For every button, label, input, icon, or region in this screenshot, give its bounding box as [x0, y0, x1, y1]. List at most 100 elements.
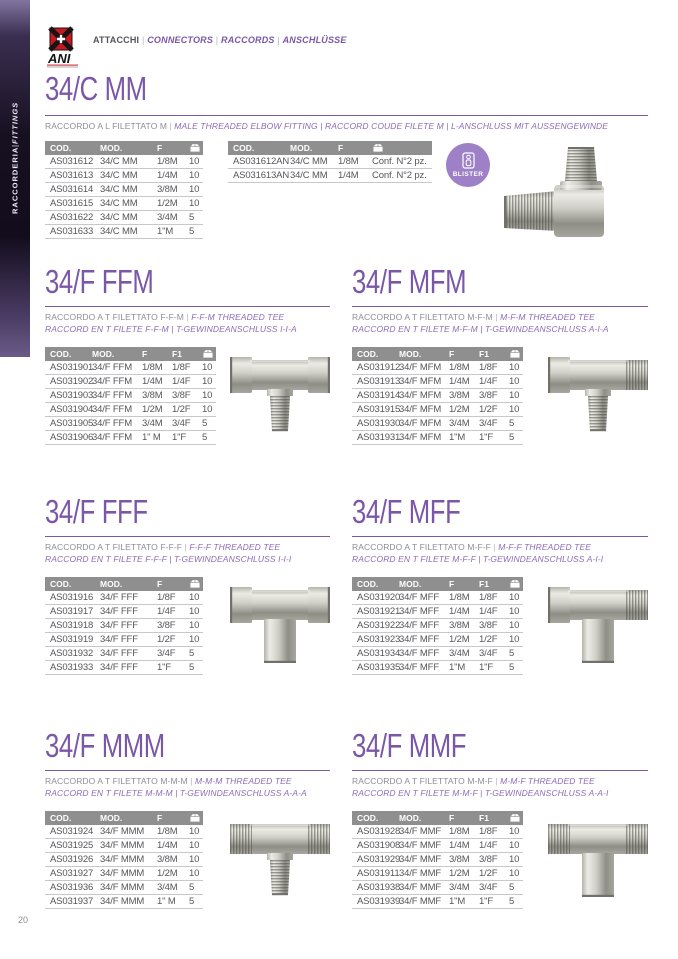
table-row: AS031929 34/F MMF 3/8M 3/8F 10	[352, 853, 523, 867]
table-cell: 10	[189, 156, 200, 167]
section-description-line1: RACCORDO A T FILETTATO F-F-M | F-F-M THR…	[45, 311, 330, 323]
table-header-row: COD. MOD. F F1	[352, 811, 523, 825]
table-cell: AS031633	[50, 226, 94, 237]
table-row: AS031932 34/F FFF 3/4F 5	[45, 647, 203, 661]
table-cell: 1/8M	[449, 592, 470, 603]
table-image-row: COD. MOD. F F1 AS031912 34/F MFM 1/8M 1/8F 10 AS0…	[352, 347, 648, 445]
table-cell: 10	[202, 404, 213, 415]
table-cell: AS031902	[50, 376, 94, 387]
col-header: COD.	[50, 143, 72, 153]
table-cell: AS031612AN	[233, 156, 290, 167]
table-cell: 3/8M	[449, 390, 470, 401]
desc-italic: F-F-F THREADED TEE	[189, 542, 281, 552]
col-header: MOD.	[100, 143, 123, 153]
table-cell: 10	[189, 620, 200, 631]
table-cell: 10	[509, 840, 520, 851]
separator: |	[187, 776, 195, 786]
table-cell: 1/4M	[449, 376, 470, 387]
table-cell: 34/F MFM	[399, 432, 442, 443]
table-cell: 1/8F	[479, 362, 498, 373]
col-header: F	[449, 349, 455, 359]
separator: |	[274, 35, 283, 45]
table-row: AS031614 34/C MM 3/8M 10	[45, 183, 203, 197]
table-cell: 3/8F	[157, 620, 176, 631]
table-cell: 1/8F	[479, 826, 498, 837]
table-cell: 1/4M	[449, 840, 470, 851]
table-cell: 34/F MMF	[399, 882, 442, 893]
table-row: AS031613AN 34/C MM 1/4M Conf. N°2 pz.	[228, 169, 432, 183]
table-header-row: COD. MOD. F F1	[352, 347, 523, 361]
col-header: F	[157, 813, 163, 823]
desc-plain: RACCORDO A L FILETTATO M	[45, 121, 168, 131]
package-icon	[203, 350, 213, 358]
table-cell: 1/4M	[142, 376, 163, 387]
table-cell: AS031916	[50, 592, 94, 603]
col-header: COD.	[50, 579, 72, 589]
desc-plain: RACCORDO A T FILETTATO M-F-F	[352, 542, 491, 552]
section-title: 34/F MFM	[352, 263, 467, 300]
table-cell: 1/8F	[172, 362, 191, 373]
table-cell: 3/4M	[157, 882, 178, 893]
section-description-line1: RACCORDO A T FILETTATO M-F-M | M-F-M THR…	[352, 311, 648, 323]
section-description-line1: RACCORDO A T FILETTATO F-F-F | F-F-F THR…	[45, 541, 330, 553]
desc-plain: RACCORDO A T FILETTATO F-F-M	[45, 312, 184, 322]
desc-italic: F-F-M THREADED TEE	[191, 312, 285, 322]
col-header: F1	[479, 813, 489, 823]
col-header: F	[157, 143, 163, 153]
table-cell: AS031927	[50, 868, 94, 879]
table-cell: 10	[202, 376, 213, 387]
col-header: MOD.	[399, 349, 422, 359]
separator: |	[10, 143, 20, 148]
table-cell: 10	[509, 376, 520, 387]
table-row: AS031939 34/F MMF 1"M 1"F 5	[352, 895, 523, 909]
table-cell: 34/F MFM	[399, 418, 442, 429]
table-cell: 10	[509, 634, 520, 645]
table-cell: 10	[509, 826, 520, 837]
page-content: ANI ATTACCHI | CONNECTORS | RACCORDS | A…	[45, 0, 648, 909]
table-cell: 1/8M	[157, 826, 178, 837]
col-header: F	[449, 579, 455, 589]
table-row: AS031911 34/F MMF 1/2M 1/2F 10	[352, 867, 523, 881]
col-header: MOD.	[290, 143, 313, 153]
table-cell: 1"F	[479, 896, 494, 907]
table-row: AS031924 34/F MMM 1/8M 10	[45, 825, 203, 839]
col-header: F1	[172, 349, 182, 359]
table-cell: 1/8M	[449, 826, 470, 837]
table-cell: 1"F	[479, 662, 494, 673]
col-header: COD.	[357, 579, 379, 589]
category-label: RACCORDS	[221, 35, 275, 45]
col-header: F	[338, 143, 344, 153]
section-description-line2: RACCORD EN T FILETE F-F-F | T-GEWINDEANS…	[45, 554, 292, 564]
page-header: ANI ATTACCHI | CONNECTORS | RACCORDS | A…	[45, 0, 648, 68]
table-cell: AS031935	[357, 662, 401, 673]
table-cell: 1/4M	[157, 170, 178, 181]
table-row: AS031915 34/F MFM 1/2M 1/2F 10	[352, 403, 523, 417]
table-cell: AS031928	[357, 826, 401, 837]
table-cell: 5	[189, 226, 195, 237]
table-cell: AS031912	[357, 362, 401, 373]
table-cell: Conf. N°2 pz.	[372, 170, 427, 181]
table-cell: 1/2M	[157, 868, 178, 879]
sidebar-label-italic: FITTINGS	[10, 101, 20, 144]
product-table: COD. MOD. F AS031916 34/F FFF 1/8F 10 AS031917 3…	[45, 577, 203, 675]
table-cell: 1" M	[157, 896, 176, 907]
separator: |	[167, 121, 175, 131]
table-cell: 1/4F	[479, 376, 498, 387]
package-icon-header	[189, 579, 203, 589]
section-description-line2: RACCORD EN T FILETE F-F-M | T-GEWINDEANS…	[45, 324, 297, 334]
table-cell: 5	[189, 896, 195, 907]
table-cell: 5	[189, 648, 195, 659]
title-rule	[352, 770, 648, 771]
table-cell: AS031612	[50, 156, 94, 167]
table-cell: 10	[189, 634, 200, 645]
table-header-row: COD. MOD. F	[45, 141, 203, 155]
table-cell: 34/F FFM	[92, 432, 132, 443]
table-row: AS031912 34/F MFM 1/8M 1/8F 10	[352, 361, 523, 375]
table-cell: AS031917	[50, 606, 94, 617]
table-cell: 3/8F	[479, 620, 498, 631]
table-cell: AS031925	[50, 840, 94, 851]
table-cell: 34/F MMM	[100, 868, 145, 879]
section-title: 34/F MMM	[45, 727, 165, 764]
table-cell: 3/4F	[172, 418, 191, 429]
table-row: AS031914 34/F MFM 3/8M 3/8F 10	[352, 389, 523, 403]
